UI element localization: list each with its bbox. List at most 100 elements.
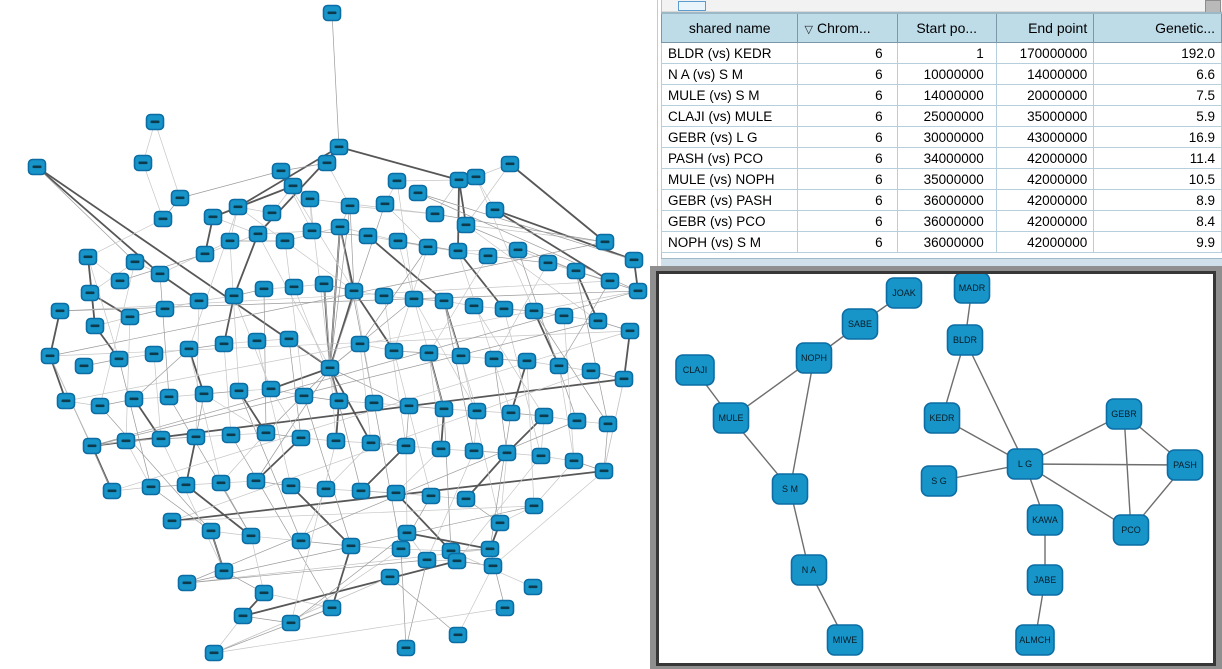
network-edge[interactable] xyxy=(290,485,352,547)
subnetwork-node[interactable] xyxy=(841,308,879,340)
subnetwork-edge[interactable] xyxy=(789,357,815,490)
network-edge[interactable] xyxy=(237,206,355,292)
subnetwork-view[interactable]: JOAK SABE NOPH CLAJI MULE MADR BLDR KEDR GEBR L G… xyxy=(656,271,1216,666)
network-edge[interactable] xyxy=(443,300,475,452)
network-edge[interactable] xyxy=(338,146,460,181)
table-row[interactable]: GEBR (vs) L G 6 30000000 43000000 16.9 xyxy=(660,126,1222,148)
network-edge[interactable] xyxy=(142,162,164,220)
network-edge[interactable] xyxy=(526,360,535,507)
network-edge[interactable] xyxy=(367,235,445,302)
network-edge[interactable] xyxy=(396,179,460,182)
network-edge[interactable] xyxy=(220,432,267,484)
network-edge[interactable] xyxy=(325,442,372,490)
table-row[interactable]: NOPH (vs) S M 6 36000000 42000000 9.9 xyxy=(660,231,1222,253)
network-edge[interactable] xyxy=(389,576,459,636)
network-edge[interactable] xyxy=(563,315,575,462)
subnetwork-edge[interactable] xyxy=(964,339,1026,465)
network-edge[interactable] xyxy=(575,270,609,425)
network-edge[interactable] xyxy=(213,607,506,654)
scrollbar-thumb[interactable] xyxy=(678,1,706,11)
network-edge[interactable] xyxy=(270,367,331,390)
subnetwork-node[interactable] xyxy=(1105,398,1143,430)
network-edge[interactable] xyxy=(179,170,282,199)
network-edge[interactable] xyxy=(153,353,162,440)
table-row[interactable]: GEBR (vs) PASH 6 36000000 42000000 8.9 xyxy=(660,189,1222,211)
network-edge[interactable] xyxy=(493,262,549,360)
network-edge[interactable] xyxy=(91,320,599,447)
table-horizontal-scrollbar[interactable] xyxy=(661,0,1222,12)
column-header-1[interactable]: ▽ Chrom... xyxy=(797,12,898,43)
network-edge[interactable] xyxy=(457,250,512,414)
column-header-4[interactable]: Genetic... xyxy=(1093,12,1222,43)
network-edge[interactable] xyxy=(256,340,292,487)
network-edge[interactable] xyxy=(428,352,442,450)
subnetwork-canvas[interactable]: JOAK SABE NOPH CLAJI MULE MADR BLDR KEDR GEBR L G… xyxy=(659,274,1207,657)
network-edge[interactable] xyxy=(186,548,491,584)
network-edge[interactable] xyxy=(395,448,442,494)
network-edge[interactable] xyxy=(494,209,611,282)
network-edge[interactable] xyxy=(426,450,475,561)
network-edge[interactable] xyxy=(91,378,625,447)
network-edge[interactable] xyxy=(475,176,535,312)
network-edge[interactable] xyxy=(230,434,333,609)
network-edge[interactable] xyxy=(558,365,575,462)
network-edge[interactable] xyxy=(457,250,505,310)
main-network-view[interactable] xyxy=(0,0,648,669)
network-edge[interactable] xyxy=(49,241,606,357)
network-edge[interactable] xyxy=(186,505,535,584)
network-edge[interactable] xyxy=(185,484,252,537)
subnetwork-node[interactable] xyxy=(675,354,715,386)
network-edge[interactable] xyxy=(238,390,302,542)
network-edge[interactable] xyxy=(233,233,259,297)
subnetwork-edge[interactable] xyxy=(1123,413,1132,531)
network-edge[interactable] xyxy=(517,249,578,422)
network-edge[interactable] xyxy=(397,240,445,410)
network-edge[interactable] xyxy=(213,576,391,654)
network-edge[interactable] xyxy=(290,532,408,624)
network-edge[interactable] xyxy=(405,445,408,534)
network-edge[interactable] xyxy=(417,192,639,292)
subnetwork-node[interactable] xyxy=(1112,514,1150,546)
network-edge[interactable] xyxy=(118,358,152,488)
network-edge[interactable] xyxy=(487,255,549,264)
network-edge[interactable] xyxy=(509,163,606,243)
network-edge[interactable] xyxy=(329,367,372,444)
network-edge[interactable] xyxy=(329,367,410,407)
network-edge[interactable] xyxy=(331,12,340,148)
subnetwork-node[interactable] xyxy=(790,554,828,586)
network-edge[interactable] xyxy=(99,405,212,532)
table-row[interactable]: MULE (vs) S M 6 14000000 20000000 7.5 xyxy=(660,84,1222,106)
network-edge[interactable] xyxy=(250,535,265,594)
subnetwork-node[interactable] xyxy=(771,473,809,505)
network-edge[interactable] xyxy=(229,240,240,392)
network-edge[interactable] xyxy=(154,121,181,199)
network-edge[interactable] xyxy=(353,290,395,352)
network-edge[interactable] xyxy=(443,408,452,552)
network-edge[interactable] xyxy=(263,592,333,609)
network-edge[interactable] xyxy=(473,305,545,417)
network-edge[interactable] xyxy=(575,270,599,322)
subnetwork-node[interactable] xyxy=(1015,624,1055,656)
network-edge[interactable] xyxy=(533,310,609,425)
network-edge[interactable] xyxy=(499,452,508,524)
network-edge[interactable] xyxy=(465,224,606,243)
network-edge[interactable] xyxy=(492,470,605,567)
network-edge[interactable] xyxy=(406,532,491,550)
network-edge[interactable] xyxy=(188,348,222,484)
network-edge[interactable] xyxy=(510,360,528,414)
network-edge[interactable] xyxy=(290,440,337,624)
network-edge[interactable] xyxy=(159,240,231,275)
network-edge[interactable] xyxy=(213,607,333,654)
network-edge[interactable] xyxy=(405,559,428,649)
network-edge[interactable] xyxy=(400,548,407,649)
network-edge[interactable] xyxy=(309,198,436,215)
table-row[interactable]: CLAJI (vs) MULE 6 25000000 35000000 5.9 xyxy=(660,105,1222,127)
network-edge[interactable] xyxy=(150,486,212,532)
network-edge[interactable] xyxy=(87,218,164,258)
network-edge[interactable] xyxy=(329,298,415,369)
network-edge[interactable] xyxy=(395,492,452,552)
network-edge[interactable] xyxy=(125,316,131,442)
network-edge[interactable] xyxy=(331,545,352,609)
network-edge[interactable] xyxy=(188,206,239,350)
network-edge[interactable] xyxy=(36,166,136,263)
